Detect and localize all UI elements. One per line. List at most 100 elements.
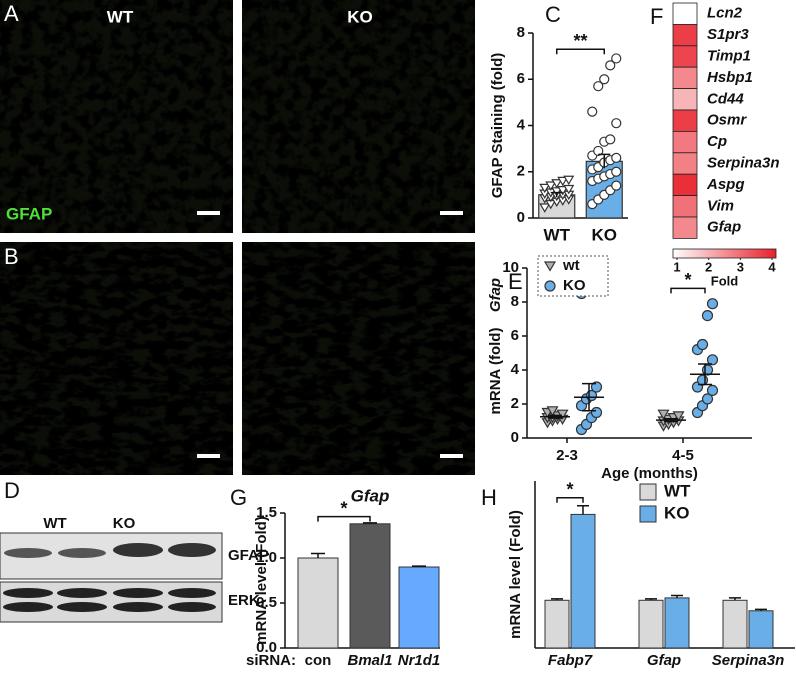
gene-label: Hsbp1 (707, 69, 753, 86)
significance-bracket (317, 515, 371, 522)
panel-letter: C (545, 2, 561, 27)
panel-letter: F (650, 4, 663, 29)
point (546, 406, 559, 417)
x-tick-label: 2-3 (556, 447, 578, 464)
point (599, 74, 610, 85)
x-tick-label: Bmal1 (347, 652, 392, 669)
colorbar (672, 248, 777, 259)
x-tick-label: con (305, 652, 332, 669)
point (543, 261, 557, 272)
legend-label: wt (562, 257, 580, 274)
heatmap-cell (672, 195, 698, 218)
error-bar (664, 418, 678, 423)
x-tick-label: 4-5 (672, 447, 694, 464)
point (539, 203, 551, 213)
y-tick-label: 8 (511, 293, 519, 310)
point (563, 175, 575, 186)
heatmap-cell (672, 109, 698, 132)
bar (664, 597, 690, 649)
y-tick-label: 8 (517, 24, 525, 41)
stain-label: GFAP (6, 204, 52, 223)
panel-letter: B (4, 244, 19, 269)
group-label: WT (107, 7, 134, 26)
x-tick-label: Serpina3n (712, 652, 785, 669)
gene-label: Serpina3n (707, 154, 780, 171)
x-tick-label: Fabp7 (548, 652, 593, 669)
panel-letter: H (481, 485, 497, 510)
error-bar (412, 565, 426, 567)
bar (544, 599, 570, 649)
point (701, 393, 714, 405)
x-axis-label: Age (months) (601, 465, 698, 482)
gene-label: Cp (707, 133, 727, 150)
point (611, 166, 622, 177)
error-bar (645, 598, 657, 601)
significance-bracket (670, 287, 706, 294)
significance-label: * (684, 270, 691, 290)
y-tick-label: 0 (511, 429, 519, 446)
colorbar-tick-label: 4 (768, 259, 776, 274)
y-tick-label: 4 (511, 361, 520, 378)
bar (570, 513, 596, 649)
y-tick-label: 0 (517, 209, 525, 226)
point (605, 134, 616, 145)
point (590, 381, 603, 393)
point (539, 183, 551, 194)
colorbar-tick-label: 1 (673, 259, 680, 274)
x-tick-label: Nr1d1 (398, 652, 441, 669)
y-tick-label: 0.0 (256, 639, 277, 656)
significance-label: * (340, 498, 347, 518)
error-bar (729, 597, 741, 601)
panel-letter: A (4, 1, 19, 26)
y-axis-label: mRNA level (Fold) (253, 516, 270, 645)
legend-label: KO (664, 503, 690, 522)
point (590, 406, 603, 419)
significance-label: * (566, 479, 573, 499)
point (701, 310, 714, 322)
bar (638, 599, 664, 649)
heatmap-cell (672, 23, 698, 47)
group-label: KO (113, 515, 136, 532)
error-bar (311, 552, 325, 558)
legend-label: WT (664, 481, 691, 500)
y-tick-label: 4 (517, 116, 526, 133)
point (557, 176, 569, 187)
point (605, 60, 616, 71)
heatmap-cell (672, 173, 698, 196)
chart-title: Gfap (351, 486, 390, 505)
legend-swatch (639, 505, 657, 523)
heatmap-cell (672, 45, 698, 68)
bar (297, 557, 339, 649)
point (545, 181, 557, 191)
gene-label: Cd44 (707, 90, 744, 107)
colorbar-tick-label: 3 (737, 259, 744, 274)
point (587, 106, 598, 117)
y-tick-label: 2 (517, 163, 525, 180)
y-axis-label: Gfap (487, 278, 504, 312)
bar (748, 610, 774, 649)
x-tick-label: WT (544, 225, 571, 244)
point (593, 81, 604, 92)
point (557, 186, 569, 196)
point (563, 184, 575, 195)
error-bar (598, 153, 611, 169)
point (556, 409, 569, 420)
y-tick-label: 0.5 (256, 594, 277, 611)
band-label: GFAP (228, 547, 269, 564)
y-tick-label: 6 (511, 327, 519, 344)
error-bar (577, 505, 589, 515)
y-axis-label: mRNA (fold) (487, 328, 504, 415)
heatmap-cell (672, 216, 698, 239)
error-bar (755, 608, 767, 611)
point (611, 180, 622, 191)
heatmap-cell (672, 2, 698, 25)
heatmap-cell (672, 130, 698, 154)
point (657, 409, 670, 420)
x-tick-label: Gfap (647, 652, 681, 669)
error-bar (698, 363, 712, 386)
point (551, 179, 563, 189)
western-blot (0, 532, 223, 623)
heatmap-cell (672, 66, 698, 89)
group-label: KO (347, 7, 373, 26)
micrographs (0, 0, 475, 475)
